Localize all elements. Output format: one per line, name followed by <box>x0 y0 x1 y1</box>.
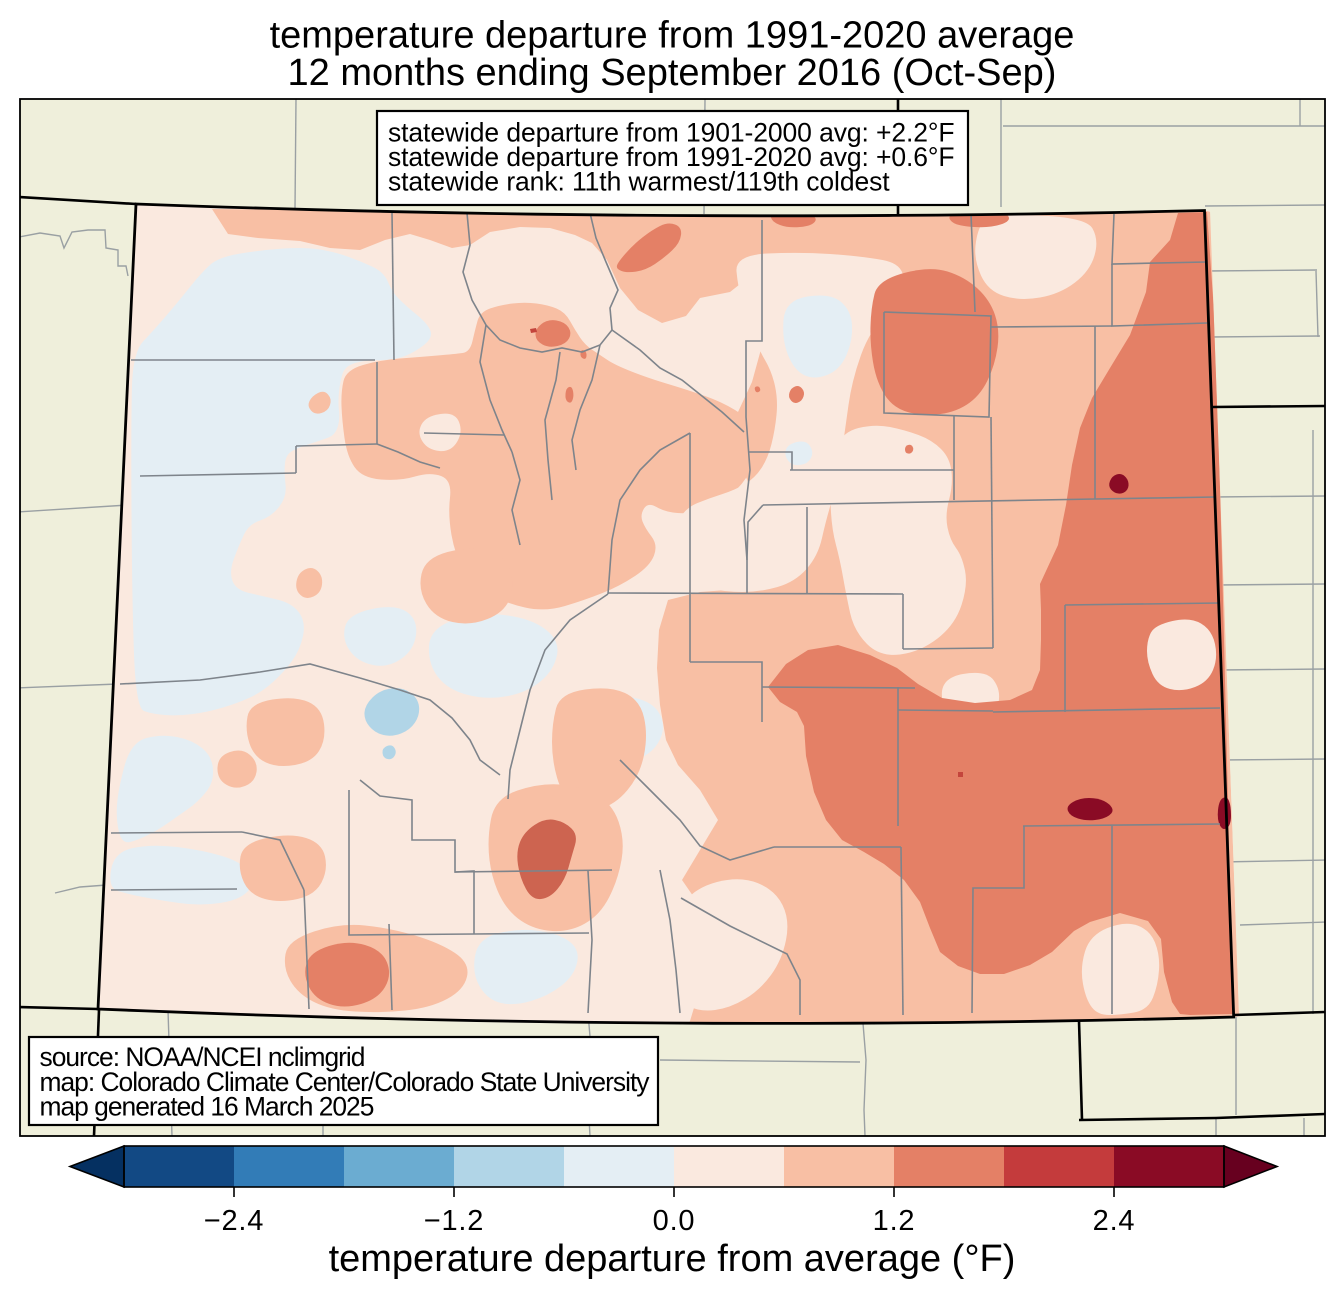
svg-text:temperature departure from ave: temperature departure from average (°F) <box>329 1238 1016 1280</box>
svg-text:1.2: 1.2 <box>873 1205 916 1237</box>
svg-text:−1.2: −1.2 <box>424 1205 484 1237</box>
svg-text:2.4: 2.4 <box>1093 1205 1136 1237</box>
svg-text:source: NOAA/NCEI nclimgrid: source: NOAA/NCEI nclimgrid <box>40 1042 365 1072</box>
svg-text:map generated 16 March 2025: map generated 16 March 2025 <box>40 1092 374 1122</box>
svg-text:statewide rank: 11th warmest/1: statewide rank: 11th warmest/119th colde… <box>388 167 890 197</box>
svg-text:12 months ending September 201: 12 months ending September 2016 (Oct-Sep… <box>288 52 1057 94</box>
svg-text:map: Colorado Climate Center/C: map: Colorado Climate Center/Colorado St… <box>40 1067 651 1097</box>
svg-text:−2.4: −2.4 <box>204 1205 264 1237</box>
svg-text:statewide departure from 1901-: statewide departure from 1901-2000 avg: … <box>388 117 955 147</box>
svg-text:temperature departure from 199: temperature departure from 1991-2020 ave… <box>270 15 1075 57</box>
svg-text:0.0: 0.0 <box>653 1205 696 1237</box>
svg-text:statewide departure from 1991-: statewide departure from 1991-2020 avg: … <box>388 142 955 172</box>
